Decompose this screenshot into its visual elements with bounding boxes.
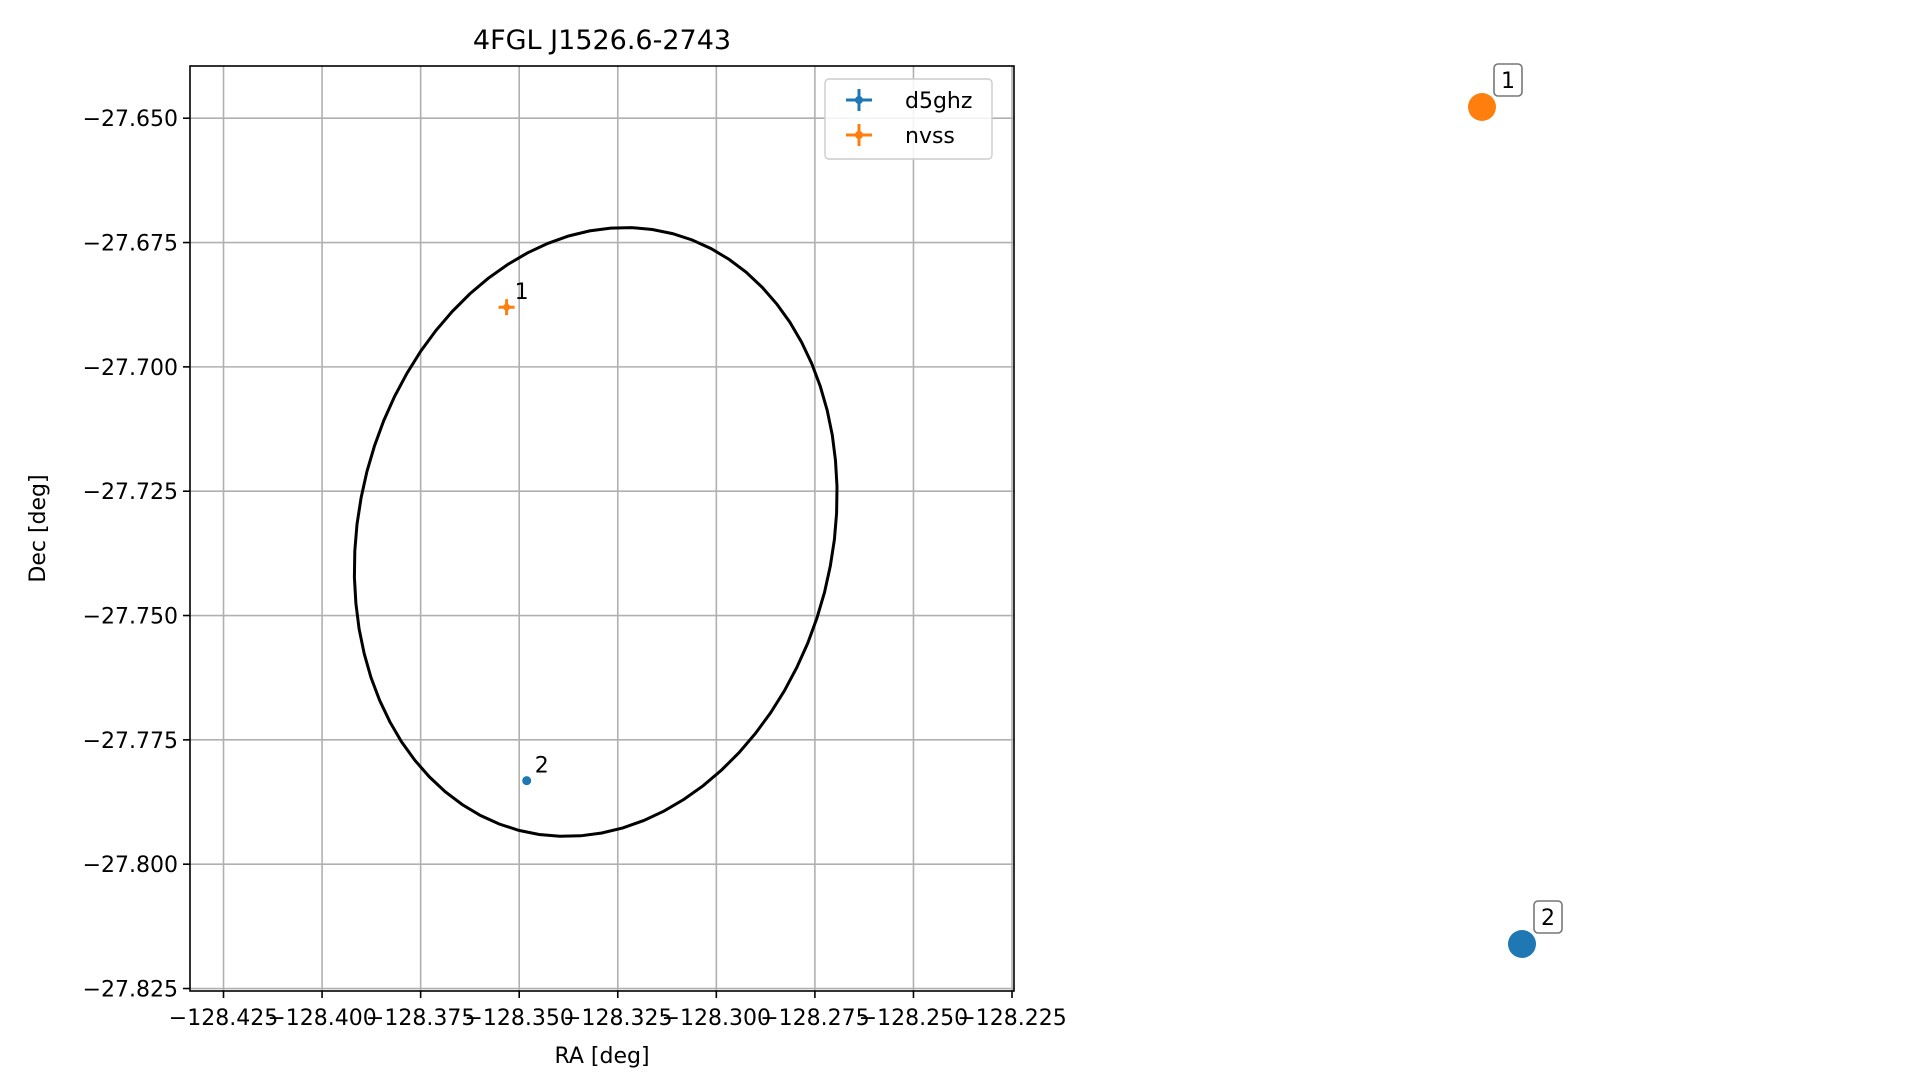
y-tick-label: −27.775 — [83, 729, 178, 754]
x-axis-label: RA [deg] — [554, 1044, 649, 1069]
uncertainty-ellipse — [352, 226, 839, 838]
y-tick-label: −27.800 — [83, 853, 178, 878]
grid — [190, 66, 1014, 991]
main-chart: 4FGL J1526.6-2743 −128.425−128.400−128.3… — [26, 25, 1067, 1069]
x-tick-label: −128.250 — [859, 1006, 968, 1031]
side-label-box — [1533, 900, 1563, 934]
y-axis-label: Dec [deg] — [26, 474, 51, 582]
side-marker-2 — [1508, 930, 1536, 958]
point-label: 1 — [515, 280, 529, 305]
y-tick-label: −27.700 — [83, 356, 178, 381]
side-label-box — [1493, 63, 1523, 97]
y-tick-label: −27.750 — [83, 605, 178, 630]
side-label: 2 — [1541, 906, 1555, 931]
x-tick-label: −128.275 — [760, 1006, 869, 1031]
nvss-point — [503, 303, 511, 311]
x-tick-label: −128.300 — [662, 1006, 771, 1031]
y-tick-label: −27.650 — [83, 107, 178, 132]
label-marker-panel: 12 — [1468, 63, 1563, 958]
x-tick-label: −128.425 — [169, 1006, 278, 1031]
d5ghz-point — [522, 776, 532, 786]
legend-marker-dot — [855, 96, 863, 104]
side-marker-1 — [1468, 93, 1496, 121]
x-tick-label: −128.325 — [563, 1006, 672, 1031]
y-tick-label: −27.725 — [83, 480, 178, 505]
x-tick-label: −128.225 — [957, 1006, 1066, 1031]
axes-frame — [189, 65, 1015, 992]
chart-title: 4FGL J1526.6-2743 — [473, 25, 731, 56]
x-tick-label: −128.375 — [366, 1006, 475, 1031]
y-tick-label: −27.825 — [83, 978, 178, 1003]
legend-marker-dot — [855, 131, 863, 139]
y-tick-label: −27.675 — [83, 232, 178, 257]
legend: d5ghz nvss — [824, 78, 993, 160]
x-tick-label: −128.350 — [464, 1006, 573, 1031]
point-label: 2 — [535, 754, 549, 779]
x-tick-label: −128.400 — [267, 1006, 376, 1031]
ticks: −128.425−128.400−128.375−128.350−128.325… — [83, 107, 1067, 1031]
plot-content: 21 — [352, 226, 839, 838]
side-label: 1 — [1501, 69, 1515, 94]
legend-entry-nvss: nvss — [905, 124, 955, 149]
legend-entry-d5ghz: d5ghz — [905, 89, 972, 114]
